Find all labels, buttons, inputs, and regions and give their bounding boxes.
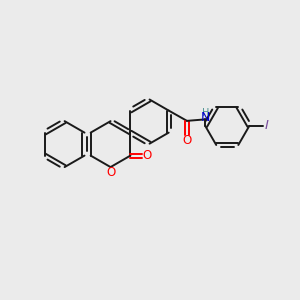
Text: O: O [182,134,192,147]
Text: H: H [202,108,209,118]
Text: O: O [106,166,115,178]
Text: I: I [265,119,268,132]
Text: N: N [200,111,210,124]
Text: O: O [142,149,151,162]
